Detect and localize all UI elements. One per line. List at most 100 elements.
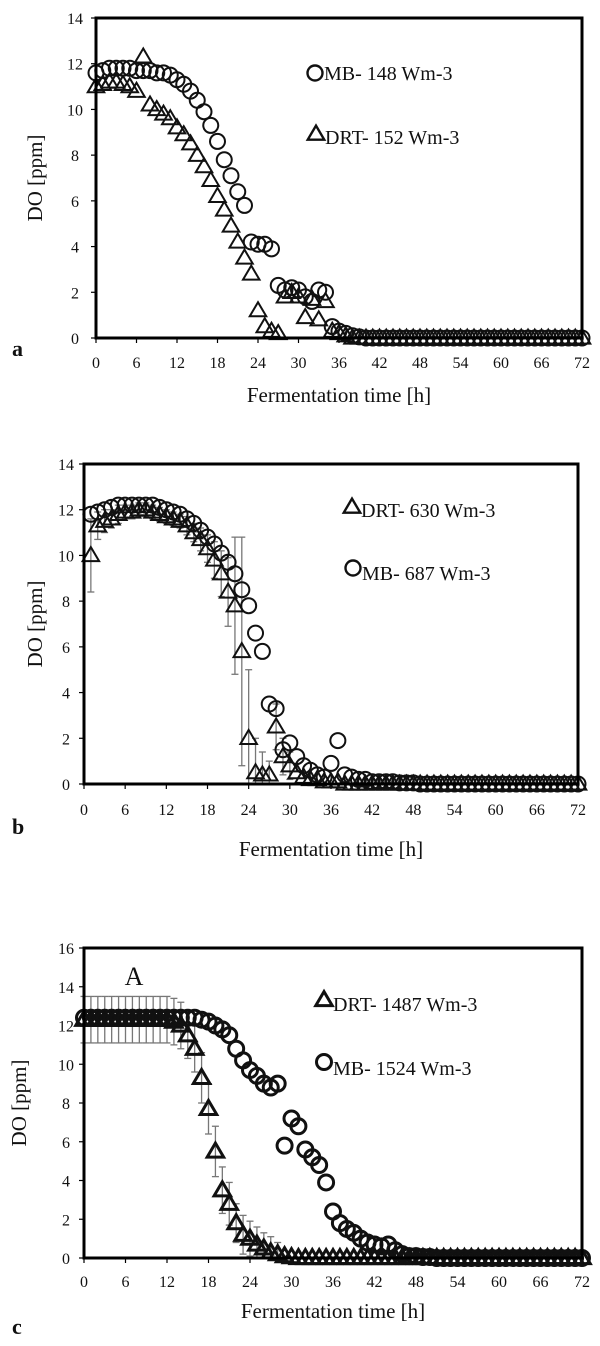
x-tick-label: 72 bbox=[574, 1274, 590, 1291]
x-tick-label: 54 bbox=[453, 355, 469, 372]
chart-annotation: A bbox=[125, 962, 144, 991]
y-tick-label: 10 bbox=[58, 548, 74, 565]
x-tick-label: 66 bbox=[533, 1274, 549, 1291]
data-point-triangle bbox=[87, 515, 108, 533]
y-tick-label: 4 bbox=[71, 240, 79, 257]
data-point-circle bbox=[247, 624, 265, 642]
data-point-triangle bbox=[126, 80, 147, 98]
x-tick-label: 0 bbox=[80, 1274, 88, 1291]
data-point-triangle bbox=[92, 73, 113, 91]
data-point-triangle bbox=[281, 281, 302, 299]
x-tick-label: 24 bbox=[250, 355, 266, 372]
legend-marker-triangle bbox=[341, 496, 363, 514]
y-tick-label: 12 bbox=[67, 57, 83, 74]
x-axis-label: Fermentation time [h] bbox=[247, 383, 431, 407]
y-tick-label: 6 bbox=[62, 640, 70, 657]
data-point-circle bbox=[289, 1117, 308, 1136]
data-point-circle bbox=[281, 734, 299, 752]
data-point-triangle bbox=[214, 199, 235, 217]
x-tick-label: 0 bbox=[80, 802, 88, 819]
x-tick-label: 42 bbox=[372, 355, 388, 372]
x-tick-label: 48 bbox=[412, 355, 428, 372]
data-point-circle bbox=[263, 240, 280, 258]
data-point-triangle bbox=[190, 529, 211, 547]
x-tick-label: 36 bbox=[325, 1274, 341, 1291]
data-point-circle bbox=[220, 1026, 239, 1045]
data-point-triangle bbox=[133, 46, 154, 64]
data-point-triangle bbox=[146, 99, 167, 117]
data-point-triangle bbox=[183, 1037, 206, 1056]
data-point-circle bbox=[253, 642, 271, 660]
y-axis-label: DO [ppm] bbox=[23, 135, 47, 222]
data-point-triangle bbox=[315, 291, 336, 309]
data-point-triangle bbox=[295, 307, 316, 325]
x-tick-label: 18 bbox=[200, 802, 216, 819]
data-point-triangle bbox=[173, 124, 194, 142]
data-point-circle bbox=[121, 59, 139, 77]
data-point-triangle bbox=[224, 595, 245, 613]
data-point-circle bbox=[233, 581, 251, 599]
y-tick-label: 12 bbox=[58, 1019, 74, 1036]
data-point-circle bbox=[329, 732, 347, 750]
data-point-circle bbox=[209, 132, 226, 150]
data-point-triangle bbox=[167, 117, 187, 135]
x-axis-label: Fermentation time [h] bbox=[241, 1299, 425, 1323]
x-tick-label: 18 bbox=[201, 1274, 217, 1291]
y-tick-label: 8 bbox=[62, 1096, 70, 1113]
data-point-triangle bbox=[153, 103, 174, 121]
data-point-circle bbox=[310, 1156, 329, 1174]
legend-label: DRT- 1487 Wm-3 bbox=[333, 994, 477, 1016]
data-point-circle bbox=[370, 773, 388, 791]
data-point-triangle bbox=[308, 309, 329, 327]
plot-frame bbox=[94, 16, 584, 340]
legend-label: DRT- 630 Wm-3 bbox=[361, 500, 495, 522]
x-tick-label: 54 bbox=[447, 802, 463, 819]
x-tick-label: 0 bbox=[92, 355, 100, 372]
data-point-circle bbox=[322, 754, 340, 772]
data-point-triangle bbox=[218, 581, 239, 599]
x-tick-label: 30 bbox=[284, 1274, 300, 1291]
data-point-circle bbox=[267, 700, 285, 718]
data-point-triangle bbox=[248, 300, 268, 318]
y-tick-label: 2 bbox=[71, 285, 79, 302]
data-point-triangle bbox=[302, 288, 322, 306]
data-point-triangle bbox=[225, 1211, 248, 1231]
x-tick-label: 60 bbox=[491, 1274, 507, 1291]
y-tick-label: 2 bbox=[62, 1212, 70, 1229]
data-point-triangle bbox=[183, 522, 204, 540]
data-point-circle bbox=[202, 116, 220, 134]
data-point-circle bbox=[317, 1173, 336, 1192]
data-point-triangle bbox=[259, 764, 280, 782]
data-point-circle bbox=[317, 283, 334, 301]
panel-letter-b: b bbox=[12, 814, 24, 839]
data-point-circle bbox=[155, 64, 172, 82]
data-point-circle bbox=[148, 64, 166, 82]
y-tick-label: 4 bbox=[62, 686, 70, 703]
data-point-circle bbox=[116, 496, 134, 514]
x-tick-label: 18 bbox=[210, 355, 226, 372]
data-point-triangle bbox=[190, 1066, 213, 1085]
y-tick-label: 2 bbox=[62, 731, 70, 748]
data-point-circle bbox=[215, 151, 233, 169]
data-point-circle bbox=[109, 496, 127, 514]
series-circles bbox=[87, 59, 591, 347]
y-tick-label: 16 bbox=[58, 941, 74, 958]
data-point-triangle bbox=[204, 1140, 227, 1159]
legend: MB- 148 Wm-3 DRT- 152 Wm-3 bbox=[305, 63, 459, 149]
y-tick-label: 10 bbox=[58, 1057, 74, 1074]
x-tick-label: 30 bbox=[291, 355, 307, 372]
y-tick-label: 0 bbox=[71, 331, 79, 348]
data-point-triangle bbox=[187, 144, 208, 162]
data-point-circle bbox=[195, 103, 213, 121]
data-point-triangle bbox=[207, 185, 228, 203]
series-circles bbox=[82, 496, 587, 793]
x-tick-label: 24 bbox=[241, 802, 257, 819]
data-point-triangle bbox=[238, 727, 259, 745]
y-tick-label: 14 bbox=[58, 457, 74, 474]
data-point-circle bbox=[310, 281, 328, 299]
x-tick-label: 6 bbox=[121, 802, 129, 819]
data-point-triangle bbox=[241, 263, 262, 281]
